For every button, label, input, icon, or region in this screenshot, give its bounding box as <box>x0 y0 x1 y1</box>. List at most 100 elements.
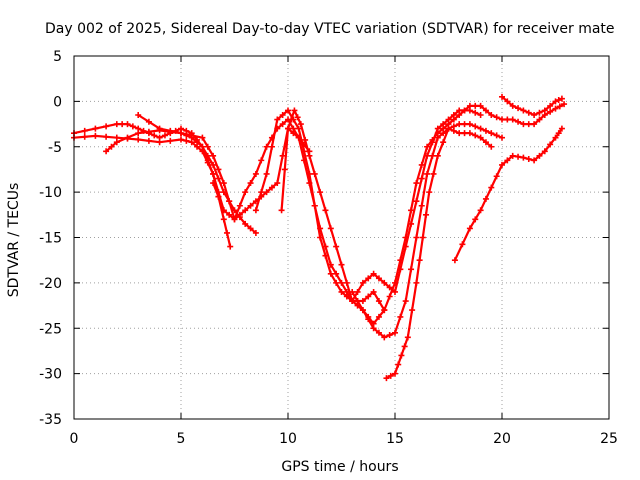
data-point <box>450 123 457 130</box>
data-point <box>461 107 468 114</box>
data-point <box>423 211 430 218</box>
data-point <box>210 152 217 159</box>
data-point <box>466 102 473 109</box>
data-point <box>375 313 382 320</box>
data-point <box>466 121 473 128</box>
data-point <box>288 116 295 123</box>
data-point <box>515 105 522 112</box>
data-point <box>354 288 361 295</box>
data-point <box>194 139 201 146</box>
data-point <box>258 157 265 164</box>
data-point <box>252 207 259 214</box>
data-point <box>381 334 388 341</box>
data-point <box>210 180 217 187</box>
data-point <box>482 139 489 146</box>
data-point <box>451 257 458 264</box>
data-point <box>499 134 505 141</box>
data-point <box>333 243 340 250</box>
grid <box>74 56 609 419</box>
data-point <box>151 132 158 139</box>
data-point <box>81 127 88 134</box>
data-point <box>119 121 126 128</box>
data-point <box>520 154 527 161</box>
data-point <box>311 202 318 209</box>
data-point <box>285 107 291 114</box>
data-point <box>113 139 120 146</box>
data-point <box>430 170 437 177</box>
data-point <box>499 161 505 168</box>
data-point <box>220 180 227 187</box>
data-point <box>426 189 433 196</box>
data-point <box>161 132 168 139</box>
data-point <box>493 173 500 180</box>
data-point <box>135 130 142 137</box>
data-point <box>215 175 222 182</box>
data-point <box>278 207 285 214</box>
data-point <box>370 320 377 327</box>
data-point <box>555 97 562 104</box>
y-tick-label: 0 <box>53 94 62 110</box>
data-point <box>258 189 265 196</box>
x-tick-label: 20 <box>493 431 511 447</box>
data-point <box>561 101 568 108</box>
data-point <box>445 125 452 132</box>
x-axis-label: GPS time / hours <box>281 459 398 475</box>
data-point <box>429 136 436 143</box>
series-8-line <box>351 102 566 325</box>
data-point <box>552 134 559 141</box>
data-point <box>359 298 366 305</box>
data-point <box>472 216 479 223</box>
data-point <box>531 157 538 164</box>
data-point <box>472 132 479 139</box>
data-point <box>167 127 174 134</box>
data-point <box>488 130 495 137</box>
data-point <box>311 170 318 177</box>
data-point <box>247 180 254 187</box>
data-point <box>440 139 447 146</box>
data-point <box>327 225 334 232</box>
data-point <box>338 288 345 295</box>
data-point <box>359 307 366 314</box>
data-point <box>504 98 511 105</box>
data-point <box>227 243 234 250</box>
data-point <box>381 279 388 286</box>
data-point <box>552 105 559 112</box>
data-point <box>204 152 211 159</box>
data-point <box>178 130 184 137</box>
data-point <box>103 123 110 130</box>
data-point <box>424 143 431 150</box>
data-point <box>124 134 131 141</box>
data-point <box>236 211 243 218</box>
data-point <box>302 136 309 143</box>
y-tick-label: -30 <box>39 367 62 383</box>
data-point <box>274 116 281 123</box>
data-point <box>477 134 484 141</box>
y-tick-label: -10 <box>39 185 62 201</box>
data-point <box>477 111 484 118</box>
data-point <box>338 279 345 286</box>
data-point <box>199 143 206 150</box>
data-point <box>92 132 99 139</box>
axes: 0 5 10 15 20 25 5 0 -5 -10 -15 -20 -25 -30 -35 <box>39 49 618 447</box>
data-point <box>103 133 110 140</box>
series-10-markers <box>451 125 565 264</box>
data-point <box>477 207 484 214</box>
data-point <box>124 121 131 128</box>
data-point <box>226 198 233 205</box>
data-point <box>145 128 152 135</box>
data-point <box>285 125 291 132</box>
data-point <box>509 102 516 109</box>
data-point <box>450 116 457 123</box>
data-point <box>290 125 297 132</box>
data-point <box>268 184 275 191</box>
data-point <box>252 170 259 177</box>
data-point <box>113 121 120 128</box>
data-point <box>322 252 329 259</box>
data-point <box>236 202 243 209</box>
data-point <box>383 375 390 382</box>
data-point <box>263 143 270 150</box>
data-point <box>386 293 393 300</box>
data-point <box>108 143 115 150</box>
data-point <box>92 125 99 132</box>
data-point <box>536 109 543 116</box>
